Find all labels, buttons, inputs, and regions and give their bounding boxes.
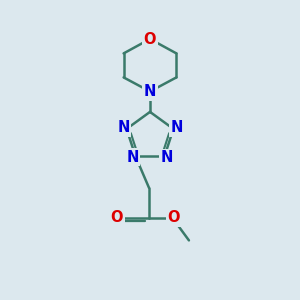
Text: O: O bbox=[144, 32, 156, 46]
Text: N: N bbox=[170, 120, 183, 135]
Text: N: N bbox=[126, 149, 139, 164]
Text: N: N bbox=[117, 120, 130, 135]
Text: O: O bbox=[168, 210, 180, 225]
Text: N: N bbox=[144, 84, 156, 99]
Text: N: N bbox=[161, 150, 173, 165]
Text: O: O bbox=[111, 210, 123, 225]
